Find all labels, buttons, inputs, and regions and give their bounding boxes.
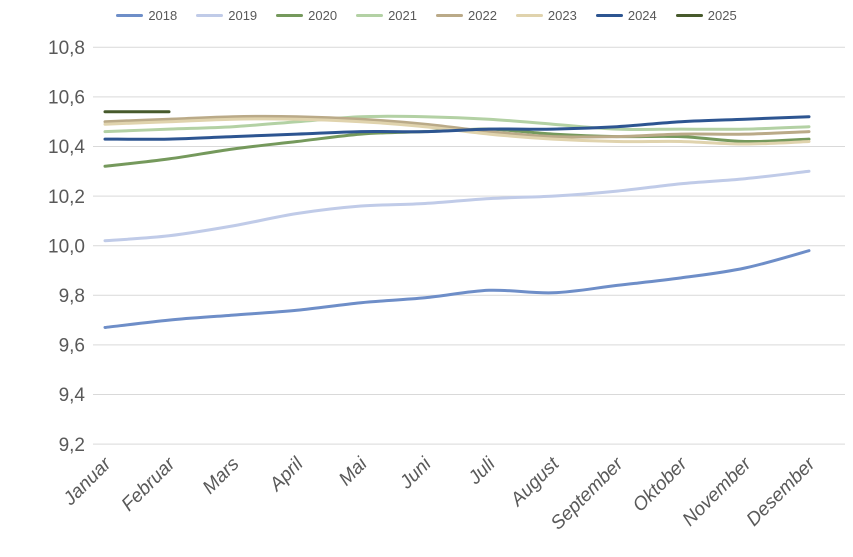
- x-tick-label: Oktober: [629, 453, 692, 516]
- legend-swatch-2019: [196, 14, 224, 17]
- x-tick-label: Desember: [743, 453, 820, 530]
- x-tick-label: Juni: [395, 453, 436, 494]
- legend-item-2025: 2025: [675, 8, 737, 23]
- series-line-2022: [103, 114, 811, 139]
- legend-label-2024: 2024: [627, 8, 657, 23]
- y-tick-label: 9,2: [59, 435, 85, 456]
- x-tick-label: Januar: [59, 453, 116, 510]
- y-tick-label: 10,0: [48, 236, 85, 257]
- y-tick-label: 10,2: [48, 187, 85, 208]
- legend-label-2021: 2021: [388, 8, 417, 23]
- x-tick-label: April: [265, 453, 308, 496]
- series-line-2024: [103, 115, 811, 141]
- legend-swatch-2021: [356, 14, 384, 17]
- series-2024: [103, 115, 811, 141]
- legend-swatch-2020: [276, 14, 304, 17]
- legend-swatch-2018: [116, 14, 144, 17]
- legend-label-2020: 2020: [308, 8, 338, 23]
- y-tick-label: 9,4: [59, 385, 86, 406]
- x-tick-label: November: [679, 453, 756, 530]
- legend-swatch-2025: [675, 14, 703, 17]
- legend-label-2019: 2019: [228, 8, 258, 23]
- legend-swatch-2022: [436, 14, 463, 17]
- series-line-2019: [103, 169, 811, 243]
- legend: 2018 2019 2020 2021 2022 2023 2024 2025: [0, 8, 853, 23]
- legend-label-2018: 2018: [148, 8, 178, 23]
- legend-item-2020: 2020: [276, 8, 337, 23]
- series-line-2018: [103, 249, 811, 329]
- legend-item-2019: 2019: [196, 8, 257, 23]
- series-2021: [103, 114, 811, 134]
- legend-item-2018: 2018: [116, 8, 177, 23]
- y-axis-labels: 10,8 10,6 10,4 10,2 10,0 9,8 9,6 9,4 9,2: [48, 38, 85, 456]
- x-tick-label: Februar: [118, 453, 180, 515]
- legend-swatch-2023: [515, 14, 543, 17]
- y-tick-label: 9,6: [59, 336, 85, 357]
- legend-label-2023: 2023: [547, 8, 577, 23]
- legend-label-2025: 2025: [707, 8, 737, 23]
- gridlines: [93, 46, 845, 445]
- legend-item-2022: 2022: [436, 8, 497, 23]
- series-2022: [103, 114, 811, 139]
- y-tick-label: 10,6: [48, 88, 85, 109]
- x-tick-label: Mars: [199, 453, 244, 498]
- legend-item-2024: 2024: [595, 8, 657, 23]
- x-tick-label: Mai: [335, 453, 372, 490]
- x-tick-label: August: [506, 453, 564, 511]
- series-2019: [103, 169, 811, 243]
- legend-label-2022: 2022: [468, 8, 497, 23]
- y-tick-label: 10,8: [48, 38, 85, 59]
- y-tick-label: 9,8: [59, 286, 85, 307]
- x-tick-label: Juli: [464, 453, 500, 489]
- legend-item-2021: 2021: [356, 8, 417, 23]
- series-2018: [103, 249, 811, 329]
- x-axis-labels: Januar Februar Mars April Mai Juni Juli AugustS…: [59, 453, 820, 534]
- y-tick-label: 10,4: [48, 137, 85, 158]
- legend-swatch-2024: [595, 14, 623, 17]
- legend-item-2023: 2023: [515, 8, 577, 23]
- series-line-2021: [103, 114, 811, 134]
